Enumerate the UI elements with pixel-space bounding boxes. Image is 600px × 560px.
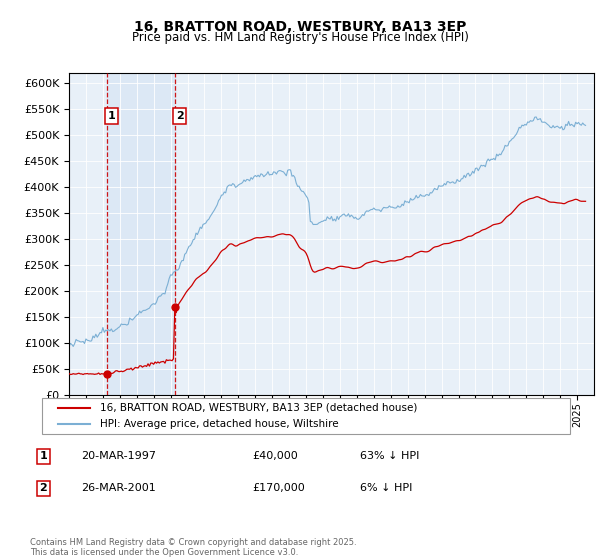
Text: 26-MAR-2001: 26-MAR-2001 [81, 483, 156, 493]
Text: Price paid vs. HM Land Registry's House Price Index (HPI): Price paid vs. HM Land Registry's House … [131, 31, 469, 44]
Bar [107, 73, 175, 395]
Text: 16, BRATTON ROAD, WESTBURY, BA13 3EP (detached house): 16, BRATTON ROAD, WESTBURY, BA13 3EP (de… [100, 403, 418, 413]
Text: 2: 2 [176, 111, 184, 122]
Text: 2: 2 [40, 483, 47, 493]
Text: £170,000: £170,000 [252, 483, 305, 493]
Text: 1: 1 [108, 111, 116, 122]
Text: 20-MAR-1997: 20-MAR-1997 [81, 451, 156, 461]
FancyBboxPatch shape [42, 398, 570, 434]
Text: 6% ↓ HPI: 6% ↓ HPI [360, 483, 412, 493]
Text: 63% ↓ HPI: 63% ↓ HPI [360, 451, 419, 461]
Text: 16, BRATTON ROAD, WESTBURY, BA13 3EP: 16, BRATTON ROAD, WESTBURY, BA13 3EP [134, 20, 466, 34]
Text: Contains HM Land Registry data © Crown copyright and database right 2025.
This d: Contains HM Land Registry data © Crown c… [30, 538, 356, 557]
Text: £40,000: £40,000 [252, 451, 298, 461]
Text: HPI: Average price, detached house, Wiltshire: HPI: Average price, detached house, Wilt… [100, 419, 339, 429]
Text: 1: 1 [40, 451, 47, 461]
